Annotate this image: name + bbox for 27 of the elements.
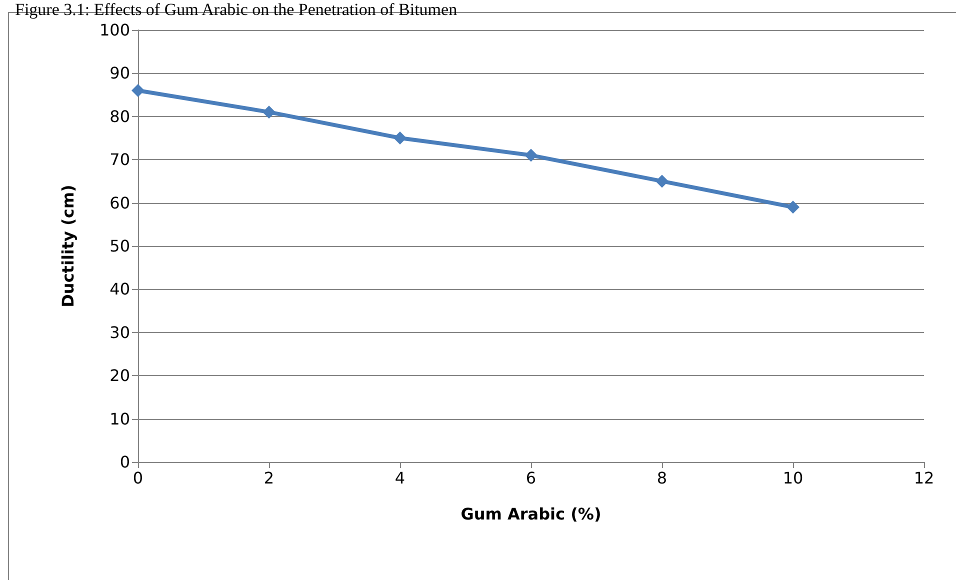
y-tick-label: 20	[110, 366, 130, 386]
point	[262, 106, 276, 119]
y-tick-label: 90	[110, 64, 130, 83]
x-tick-label: 4	[394, 468, 406, 488]
x-tick-label: 12	[914, 468, 934, 488]
y-tick-label: 0	[120, 452, 130, 472]
y-tick-label: 100	[99, 20, 130, 40]
y-tick-label: 30	[110, 322, 130, 342]
x-tick-label: 6	[526, 468, 536, 488]
x-tick-label: 2	[264, 468, 274, 488]
point	[132, 84, 144, 97]
y-tick-label: 40	[110, 280, 130, 299]
y-tick-label: 80	[110, 106, 130, 126]
chart-title: Figure 3.1: Effects of Gum Arabic on the Penetration of Bitumen	[15, 0, 458, 19]
y-tick-label: 50	[110, 236, 130, 256]
y-tick-label: 10	[110, 409, 130, 428]
y-axis-title: Ductility (cm)	[58, 184, 78, 308]
point	[394, 132, 406, 144]
x-axis-title: Gum Arabic (%)	[460, 504, 602, 524]
y-tick-label: 60	[110, 193, 130, 212]
point	[656, 174, 668, 188]
x-tick-label: 8	[656, 468, 668, 488]
x-tick-label: 10	[782, 468, 804, 488]
x-tick-label: 0	[132, 468, 144, 488]
y-tick-label: 70	[110, 150, 130, 170]
point	[786, 200, 800, 214]
point	[524, 148, 538, 162]
